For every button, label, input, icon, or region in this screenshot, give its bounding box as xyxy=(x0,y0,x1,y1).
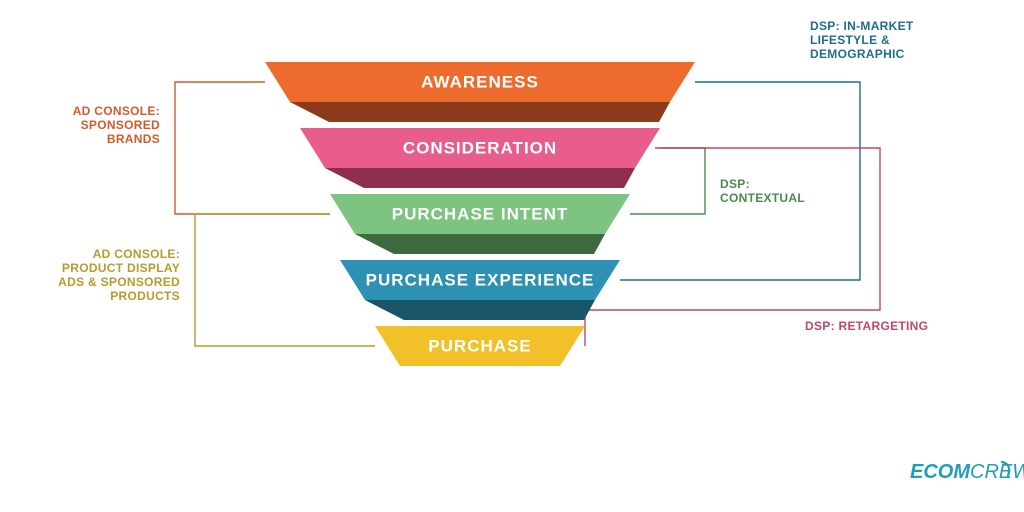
funnel-fold-1 xyxy=(325,168,635,188)
right-annotation-0-line-1: LIFESTYLE & xyxy=(810,33,890,47)
funnel-stage-label-1: CONSIDERATION xyxy=(403,138,557,157)
left-annotation-0-line-2: BRANDS xyxy=(107,132,160,146)
right-annotation-0-line-2: DEMOGRAPHIC xyxy=(810,47,905,61)
left-annotation-1-line-3: PRODUCTS xyxy=(110,289,180,303)
funnel-fold-2 xyxy=(355,234,605,254)
funnel-stage-label-0: AWARENESS xyxy=(421,72,539,91)
right-annotation-0-line-0: DSP: IN-MARKET xyxy=(810,19,914,33)
funnel-stage-label-3: PURCHASE EXPERIENCE xyxy=(366,270,595,289)
left-annotation-0-line-0: AD CONSOLE: xyxy=(73,104,160,118)
funnel-stage-label-2: PURCHASE INTENT xyxy=(392,204,569,223)
funnel-fold-3 xyxy=(365,300,595,320)
logo-prefix: ECOM xyxy=(910,461,971,483)
left-annotation-0-line-1: SPONSORED xyxy=(81,118,160,132)
left-annotation-1-line-0: AD CONSOLE: xyxy=(93,247,180,261)
right-annotation-1-line-0: DSP: xyxy=(720,177,750,191)
right-annotation-1-line-1: CONTEXTUAL xyxy=(720,191,805,205)
left-annotation-1-line-2: ADS & SPONSORED xyxy=(58,275,180,289)
funnel-stage-label-4: PURCHASE xyxy=(428,336,531,355)
logo: ECOMCREW xyxy=(910,461,1024,483)
right-annotation-2-line-0: DSP: RETARGETING xyxy=(805,319,928,333)
logo-suffix: CREW xyxy=(970,461,1024,483)
left-annotation-1-line-1: PRODUCT DISPLAY xyxy=(62,261,180,275)
funnel-fold-0 xyxy=(290,102,670,122)
